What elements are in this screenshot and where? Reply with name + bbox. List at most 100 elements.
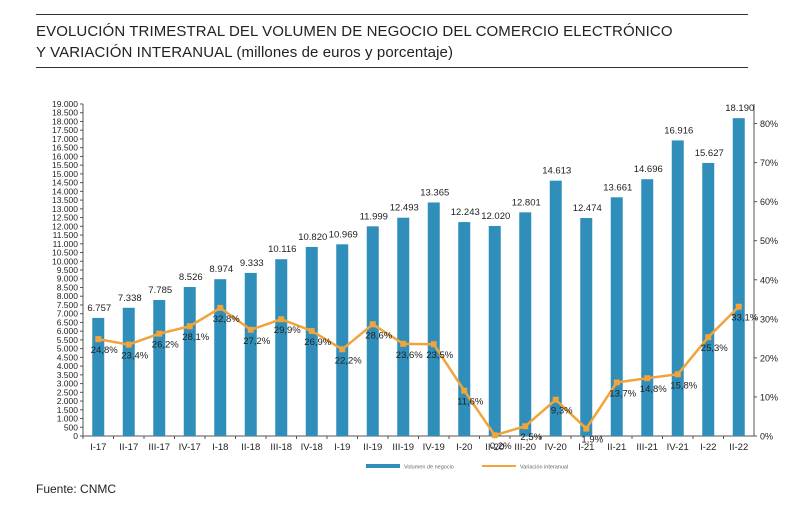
bar-volumen [214, 279, 227, 436]
chart-svg: 05001.0001.5002.0002.5003.0003.5004.0004… [52, 99, 778, 471]
line-point-marker [339, 346, 346, 353]
x-tick-label: I-21 [578, 442, 594, 453]
title-block: EVOLUCIÓN TRIMESTRAL DEL VOLUMEN DE NEGO… [36, 14, 748, 68]
bar-value-label: 14.696 [634, 164, 663, 175]
line-point-marker [552, 396, 559, 403]
right-tick-label: 20% [760, 353, 778, 363]
bar-value-label: 12.243 [451, 207, 480, 218]
left-tick-label: 14.500 [52, 178, 78, 188]
x-tick-label: I-18 [212, 442, 228, 453]
right-tick-label: 0% [760, 432, 773, 442]
line-point-marker [644, 375, 651, 382]
line-value-label: 13,7% [609, 388, 636, 399]
left-tick-label: 11.000 [53, 239, 79, 249]
x-tick-label: IV-20 [545, 442, 567, 453]
line-value-label: 24,8% [91, 345, 118, 356]
left-tick-label: 15.000 [52, 169, 78, 179]
legend-bar-swatch [366, 464, 400, 468]
line-value-label: 23,5% [426, 350, 453, 361]
left-tick-label: 5.500 [57, 335, 79, 345]
bar-volumen [397, 217, 410, 436]
line-point-marker [278, 316, 285, 323]
bar-volumen [122, 307, 135, 436]
x-tick-label: I-22 [700, 442, 716, 453]
right-tick-label: 60% [760, 197, 778, 207]
bar-value-label: 7.785 [148, 285, 172, 296]
left-tick-label: 18.500 [52, 108, 78, 118]
line-point-marker [369, 321, 376, 328]
title-top-rule [36, 14, 748, 15]
left-tick-label: 12.500 [52, 213, 78, 223]
line-point-marker [430, 341, 437, 348]
bar-volumen [244, 272, 257, 436]
line-value-label: 27,2% [243, 336, 270, 347]
bar-volumen [366, 226, 379, 436]
title-line-1: EVOLUCIÓN TRIMESTRAL DEL VOLUMEN DE NEGO… [36, 23, 673, 40]
bar-value-label: 10.820 [298, 232, 327, 243]
bar-volumen [519, 212, 532, 436]
left-tick-label: 10.500 [52, 248, 78, 258]
line-point-marker [461, 387, 468, 394]
bar-value-label: 12.474 [573, 203, 602, 214]
line-point-marker [613, 379, 620, 386]
left-tick-label: 8.000 [57, 291, 79, 301]
x-tick-label: III-17 [148, 442, 170, 453]
legend-line-label: Variación interanual [520, 465, 568, 471]
left-tick-label: 15.500 [52, 160, 78, 170]
line-value-label: 22,2% [335, 355, 362, 366]
bar-value-label: 18.190 [725, 103, 754, 114]
left-tick-label: 500 [64, 422, 78, 432]
x-tick-label: IV-19 [423, 442, 445, 453]
bar-volumen [336, 244, 349, 436]
x-tick-label: II-19 [363, 442, 382, 453]
legend-bar-label: Volumen de negocio [404, 465, 454, 471]
left-tick-label: 8.500 [57, 282, 79, 292]
left-tick-label: 9.000 [57, 274, 79, 284]
line-variacion [98, 305, 740, 437]
chart-title: EVOLUCIÓN TRIMESTRAL DEL VOLUMEN DE NEGO… [36, 15, 748, 67]
line-point-marker [125, 341, 132, 348]
line-point-marker [186, 323, 193, 330]
left-tick-label: 3.000 [57, 379, 79, 389]
bar-value-label: 10.969 [329, 229, 358, 240]
line-value-label: 25,3% [701, 343, 728, 354]
bar-volumen [427, 202, 440, 436]
left-tick-label: 11.500 [53, 230, 79, 240]
bar-volumen [305, 246, 318, 436]
line-point-marker [735, 303, 742, 310]
left-tick-label: 2.000 [57, 396, 79, 406]
bar-value-label: 14.613 [542, 166, 571, 177]
bar-value-label: 16.916 [664, 125, 693, 136]
bar-value-label: 10.116 [268, 244, 296, 255]
line-value-label: 2,5% [520, 432, 542, 443]
line-point-marker [522, 423, 529, 430]
right-tick-label: 10% [760, 392, 778, 402]
bar-volumen [702, 162, 715, 437]
line-value-label: 32,8% [213, 314, 240, 325]
left-tick-label: 13.500 [52, 195, 78, 205]
bar-volumen [488, 225, 501, 436]
bar-value-label: 11.999 [360, 211, 388, 222]
line-value-label: 1,9% [581, 435, 603, 446]
line-value-label: 26,9% [304, 337, 331, 348]
line-point-marker [247, 326, 254, 333]
x-tick-label: I-19 [334, 442, 350, 453]
bar-volumen [610, 197, 623, 436]
bar-volumen [580, 218, 593, 436]
line-value-label: 23,6% [396, 350, 423, 361]
x-tick-label: III-21 [636, 442, 658, 453]
line-value-label: 28,1% [182, 332, 209, 343]
left-tick-label: 1.000 [57, 414, 79, 424]
bar-volumen [183, 287, 196, 436]
x-tick-label: IV-21 [667, 442, 689, 453]
x-tick-label: I-17 [90, 442, 106, 453]
bar-value-label: 15.627 [695, 148, 724, 159]
line-point-marker [156, 330, 163, 337]
line-value-label: 33,1% [731, 313, 758, 324]
bar-value-label: 12.493 [390, 203, 419, 214]
line-point-marker [674, 371, 681, 378]
bar-value-label: 6.757 [87, 303, 111, 314]
line-point-marker [583, 425, 590, 432]
left-tick-label: 17.000 [52, 134, 78, 144]
line-point-marker [308, 327, 315, 334]
